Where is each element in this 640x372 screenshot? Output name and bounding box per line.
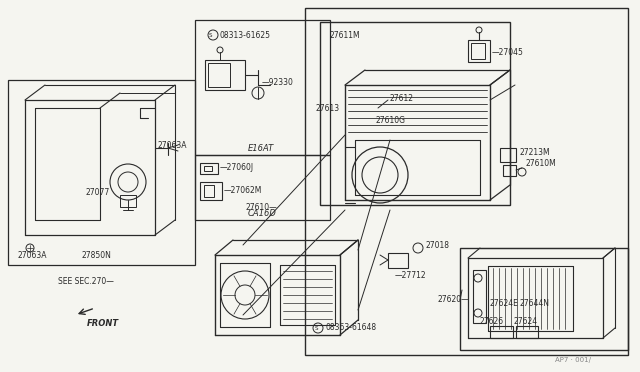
Text: —27045: —27045 <box>492 48 524 57</box>
Bar <box>204 166 212 171</box>
Bar <box>205 60 245 90</box>
Text: 27213M: 27213M <box>519 148 550 157</box>
Bar <box>305 8 628 355</box>
Bar <box>503 165 516 176</box>
Bar <box>471 43 485 59</box>
Text: 27624E: 27624E <box>490 298 519 308</box>
Text: —27062M: —27062M <box>224 186 262 195</box>
Text: SEE SEC.270—: SEE SEC.270— <box>58 278 114 286</box>
Bar <box>516 326 538 338</box>
Bar <box>208 63 230 87</box>
Text: 08363-61648: 08363-61648 <box>325 324 376 333</box>
Text: 27644N: 27644N <box>520 298 550 308</box>
Bar <box>460 248 628 350</box>
Text: AP7 · 001/: AP7 · 001/ <box>555 357 591 363</box>
Text: 27063A: 27063A <box>158 141 188 150</box>
Text: 27626: 27626 <box>480 317 504 327</box>
Text: S: S <box>314 326 317 330</box>
Text: —27712: —27712 <box>395 270 427 279</box>
Text: 27624: 27624 <box>513 317 537 327</box>
Bar <box>200 182 222 200</box>
Bar <box>490 326 513 338</box>
Text: 27063A: 27063A <box>18 250 47 260</box>
Text: 27611M: 27611M <box>330 31 360 39</box>
Bar <box>200 163 218 174</box>
Bar <box>8 80 195 265</box>
Bar <box>204 185 214 197</box>
Bar <box>473 270 486 323</box>
Bar <box>195 20 330 155</box>
Text: 27018: 27018 <box>426 241 450 250</box>
Text: 27610M: 27610M <box>525 158 556 167</box>
Bar <box>320 22 510 205</box>
Bar <box>468 40 490 62</box>
Text: 27850N: 27850N <box>82 250 112 260</box>
Bar <box>120 195 136 207</box>
Text: FRONT: FRONT <box>87 318 119 327</box>
Text: E16AT: E16AT <box>248 144 275 153</box>
Text: 27610G: 27610G <box>375 115 405 125</box>
Text: 27077: 27077 <box>85 187 109 196</box>
Text: 27610—: 27610— <box>245 202 276 212</box>
Text: 27613: 27613 <box>315 103 339 112</box>
Text: —27060J: —27060J <box>220 163 254 171</box>
Text: 27620—: 27620— <box>438 295 470 305</box>
Bar <box>388 253 408 268</box>
Bar <box>500 148 516 162</box>
Text: 08313-61625: 08313-61625 <box>220 31 271 39</box>
Text: —92330: —92330 <box>262 77 294 87</box>
Text: CA16D: CA16D <box>248 208 277 218</box>
Text: S: S <box>208 32 212 38</box>
Bar <box>195 155 330 220</box>
Text: 27612: 27612 <box>390 93 414 103</box>
